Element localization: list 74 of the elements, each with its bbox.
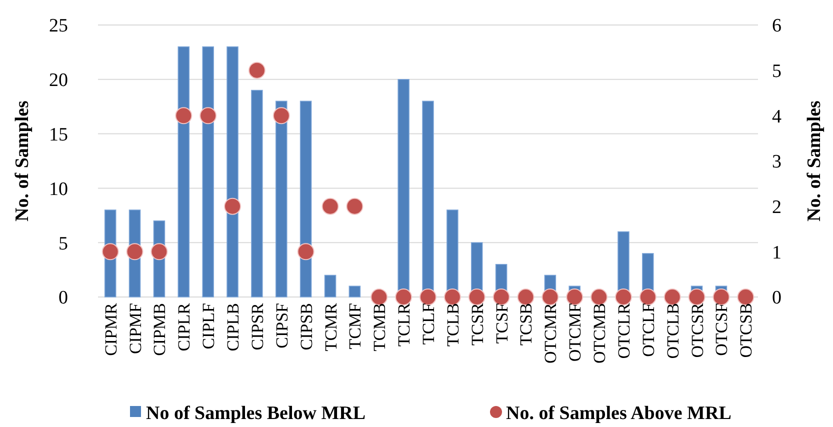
x-tick-label: OTCSR [688, 302, 707, 358]
legend-label: No of Samples Below MRL [146, 403, 366, 424]
bar [251, 90, 263, 298]
point [248, 62, 266, 79]
y-tick-label: 10 [49, 178, 68, 200]
y-axis-title: No. of Samples [12, 100, 33, 222]
x-tick-label: TCSR [468, 302, 487, 346]
x-tick-label: TCMR [321, 302, 340, 352]
y2-tick-label: 3 [772, 152, 782, 173]
y-tick-label: 25 [49, 16, 68, 37]
point [639, 288, 656, 306]
point [272, 107, 290, 124]
x-tick-label: TCLR [394, 302, 414, 346]
bar [324, 274, 336, 298]
bar [226, 46, 238, 298]
point [712, 288, 730, 306]
y-tick-label: 5 [58, 233, 68, 254]
point [737, 288, 754, 306]
point [297, 243, 314, 260]
y2-tick-label: 0 [772, 288, 782, 309]
x-tick-label: TCSB [516, 303, 536, 346]
point [150, 243, 168, 260]
x-tick-label: CIPLB [224, 303, 243, 352]
x-tick-label: OTCLR [614, 302, 634, 359]
y-tick-label: 0 [58, 288, 68, 309]
point [322, 198, 339, 215]
y-tick-label: 15 [49, 124, 68, 146]
x-tick-label: TCMF [346, 303, 365, 350]
x-tick-label: CIPSF [272, 303, 292, 348]
bar [300, 100, 312, 298]
bar [348, 286, 361, 298]
x-tick-label: CIPLR [174, 302, 194, 352]
point [200, 107, 217, 124]
x-tick-label: CIPLF [199, 303, 218, 350]
point [566, 288, 584, 306]
x-tick-label: OTCLF [638, 303, 658, 357]
y-tick-label: 20 [49, 70, 68, 92]
x-tick-label: TCSF [492, 303, 512, 344]
x-tick-label: CIPSR [248, 302, 267, 350]
y2-tick-label: 1 [772, 242, 782, 264]
point [517, 288, 534, 306]
x-tick-label: OTCMB [590, 303, 610, 364]
point [420, 288, 436, 306]
y2-axis-title: No. of Samples [804, 100, 825, 222]
point [664, 288, 681, 306]
x-tick-label: CIPMR [101, 302, 120, 356]
y2-tick-label: 6 [772, 16, 782, 37]
y2-tick-label: 4 [772, 106, 782, 128]
x-tick-label: OTCMF [566, 303, 585, 362]
point [102, 243, 119, 260]
x-tick-label: OTCLB [663, 303, 682, 359]
x-tick-label: OTCSB [736, 303, 756, 358]
x-tick-label: TCLF [419, 303, 438, 345]
x-tick-label: CIPSB [296, 303, 316, 350]
x-tick-label: CIPMB [150, 303, 170, 356]
x-tick-label: CIPMF [126, 303, 145, 354]
y2-tick-label: 2 [772, 196, 782, 218]
point [444, 288, 461, 306]
point [346, 198, 364, 215]
y2-tick-label: 5 [772, 60, 782, 82]
bar [202, 46, 214, 298]
legend-label: No. of Samples Above MRL [506, 403, 732, 424]
point [590, 288, 608, 306]
x-tick-label: OTCSF [712, 303, 732, 356]
point [224, 198, 242, 215]
x-tick-label: TCLB [443, 303, 462, 346]
point [175, 107, 192, 124]
point [126, 243, 144, 260]
x-tick-label: TCMB [370, 303, 390, 352]
point [492, 288, 510, 306]
bar [275, 100, 288, 298]
x-tick-label: OTCMR [541, 302, 560, 364]
bar [178, 46, 190, 298]
point [370, 288, 388, 306]
